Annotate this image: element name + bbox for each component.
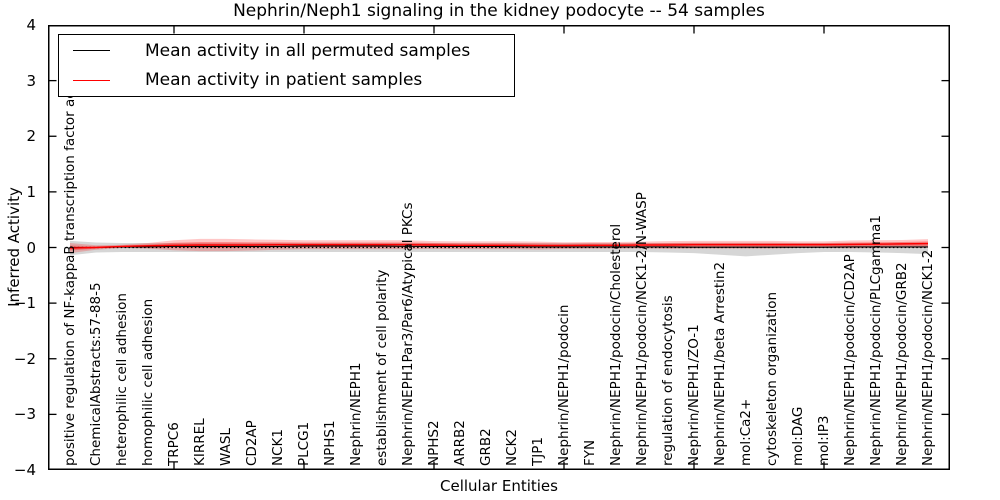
y-tick-label: −3 bbox=[13, 405, 36, 424]
legend-entry-permuted: Mean activity in all permuted samples bbox=[59, 37, 514, 65]
x-category-label: GRB2 bbox=[478, 428, 494, 466]
series-line-0 bbox=[70, 245, 928, 249]
x-category-label: WASL bbox=[218, 428, 234, 466]
y-tick-label: 4 bbox=[26, 16, 36, 34]
x-category-label: ARRB2 bbox=[452, 420, 468, 466]
x-category-label: CD2AP bbox=[244, 420, 260, 466]
axes-frame bbox=[48, 25, 950, 470]
legend-entry-patient: Mean activity in patient samples bbox=[59, 66, 514, 94]
permuted-line-swatch bbox=[73, 50, 110, 52]
legend: Mean activity in all permuted samples Me… bbox=[58, 34, 515, 97]
x-category-label: Nephrin/NEPH1/podocin/GRB2 bbox=[894, 262, 910, 466]
x-category-label: cytoskeleton organization bbox=[764, 291, 780, 466]
x-category-label: Nephrin/NEPH1/beta Arrestin2 bbox=[712, 261, 728, 466]
chart-title: Nephrin/Neph1 signaling in the kidney po… bbox=[233, 1, 765, 21]
y-tick-label: 3 bbox=[26, 71, 36, 90]
x-category-label: Nephrin/NEPH1/podocin bbox=[556, 304, 572, 466]
x-category-label: Nephrin/NEPH1/ZO-1 bbox=[686, 324, 702, 466]
legend-swatch-wrap bbox=[59, 50, 129, 52]
legend-label-permuted: Mean activity in all permuted samples bbox=[145, 40, 471, 61]
legend-label-patient: Mean activity in patient samples bbox=[145, 70, 423, 91]
x-category-label: Nephrin/NEPH1/podocin/CD2AP bbox=[842, 254, 858, 466]
y-tick-label: −4 bbox=[13, 461, 36, 479]
chart-canvas bbox=[48, 25, 950, 470]
x-category-label: NCK1 bbox=[270, 429, 286, 466]
y-tick-label: 1 bbox=[26, 182, 36, 201]
x-category-label: mol:DAG bbox=[790, 406, 806, 466]
x-category-label: regulation of endocytosis bbox=[660, 295, 676, 466]
patient-line-swatch bbox=[73, 79, 110, 81]
series-line-1 bbox=[69, 242, 929, 249]
x-category-label: ChemicalAbstracts:57-88-5 bbox=[88, 282, 104, 466]
x-category-label: positive regulation of NF-kappaB transcr… bbox=[62, 57, 78, 466]
x-category-label: mol:IP3 bbox=[816, 415, 832, 466]
y-tick-label: 2 bbox=[26, 127, 36, 146]
x-category-label: Nephrin/NEPH1/podocin/PLCgamma1 bbox=[868, 214, 884, 466]
x-category-label: Nephrin/NEPH1/podocin/Cholesterol bbox=[608, 223, 624, 466]
plot-area bbox=[48, 25, 950, 470]
x-category-label: TRPC6 bbox=[166, 422, 182, 466]
x-category-label: Nephrin/NEPH1/podocin/NCK1-2/N-WASP bbox=[634, 192, 650, 466]
x-category-label: NPHS2 bbox=[426, 420, 442, 466]
x-category-label: NPHS1 bbox=[322, 420, 338, 466]
x-category-label: PLCG1 bbox=[296, 421, 312, 466]
x-category-label: KIRREL bbox=[192, 418, 208, 466]
x-category-label: NCK2 bbox=[504, 429, 520, 466]
x-category-label: Nephrin/NEPH1/podocin/NCK1-2 bbox=[920, 249, 936, 466]
x-category-label: Nephrin/NEPH1 bbox=[348, 362, 364, 466]
legend-swatch-wrap bbox=[59, 79, 129, 81]
x-category-label: heterophilic cell adhesion bbox=[114, 293, 130, 466]
x-category-label: mol:Ca2+ bbox=[738, 398, 754, 466]
y-tick-label: −1 bbox=[13, 294, 36, 313]
x-category-label: homophilic cell adhesion bbox=[140, 298, 156, 466]
x-category-label: Nephrin/NEPH1Par3/Par6/Atypical PKCs bbox=[400, 202, 416, 467]
x-category-label: TJP1 bbox=[530, 437, 546, 466]
y-tick-label: −2 bbox=[13, 349, 36, 368]
x-axis-label: Cellular Entities bbox=[440, 477, 558, 495]
x-category-label: FYN bbox=[582, 439, 598, 466]
x-category-label: establishment of cell polarity bbox=[374, 269, 390, 466]
y-tick-label: 0 bbox=[26, 238, 36, 257]
